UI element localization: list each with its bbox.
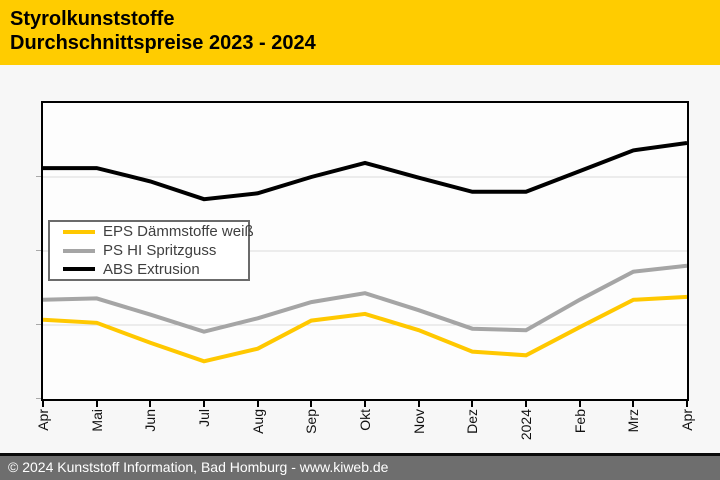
x-axis-label: Nov: [410, 409, 427, 434]
series-line: [43, 263, 687, 334]
legend-label-eps: EPS Dämmstoffe weiß: [103, 223, 254, 241]
eps-line-swatch: [63, 229, 95, 234]
y-tick: [36, 250, 41, 251]
page-subtitle: Durchschnittspreise 2023 - 2024: [10, 32, 316, 54]
x-axis-label: Jul: [196, 409, 212, 427]
legend-label-ps-hi: PS HI Spritzguss: [103, 242, 217, 259]
x-tick: [525, 401, 527, 407]
x-axis-label: Okt: [357, 409, 373, 431]
x-axis-label: Aug: [249, 409, 266, 434]
abs-line-swatch: [63, 267, 95, 272]
footer-bar: © 2024 Kunststoff Information, Bad Hombu…: [0, 453, 720, 480]
x-tick: [632, 401, 635, 407]
legend-item-ps-hi: PS HI Spritzguss: [63, 242, 248, 260]
x-tick: [149, 401, 152, 407]
y-tick: [36, 176, 41, 177]
header-banner: Styrolkunststoffe Durchschnittspreise 20…: [0, 0, 720, 65]
x-tick: [686, 401, 688, 407]
x-tick: [471, 401, 474, 407]
page-title: Styrolkunststoffe: [10, 8, 175, 30]
series-line: [43, 141, 687, 202]
copyright-text: © 2024 Kunststoff Information, Bad Hombu…: [8, 459, 389, 475]
x-axis-label: Jun: [142, 409, 159, 432]
plot-area: EPS Dämmstoffe weiß PS HI Spritzguss ABS…: [41, 101, 689, 401]
x-axis-label: Apr: [35, 409, 51, 431]
x-tick: [256, 401, 259, 407]
x-tick: [578, 401, 581, 407]
legend-item-abs: ABS Extrusion: [63, 260, 248, 278]
x-tick: [310, 401, 313, 407]
x-tick: [364, 401, 366, 407]
x-tick: [203, 401, 205, 407]
legend: EPS Dämmstoffe weiß PS HI Spritzguss ABS…: [48, 220, 254, 281]
x-tick: [417, 401, 420, 407]
x-axis-label: Mrz: [625, 409, 642, 433]
ps-hi-line-swatch: [63, 248, 95, 253]
legend-item-eps: EPS Dämmstoffe weiß: [63, 223, 254, 241]
x-axis-label: Mai: [88, 409, 105, 432]
x-axis-label: 2024: [518, 409, 534, 441]
series-line: [43, 294, 687, 364]
x-tick: [42, 401, 44, 407]
y-tick: [36, 324, 41, 325]
x-axis-label: Dez: [464, 409, 481, 434]
x-tick: [95, 401, 98, 407]
legend-label-abs: ABS Extrusion: [103, 260, 200, 278]
y-tick: [36, 398, 41, 399]
x-axis-label: Apr: [679, 409, 695, 431]
x-axis-label: Sep: [303, 409, 320, 434]
chart-svg: [43, 141, 687, 364]
x-axis-label: Feb: [571, 409, 588, 434]
